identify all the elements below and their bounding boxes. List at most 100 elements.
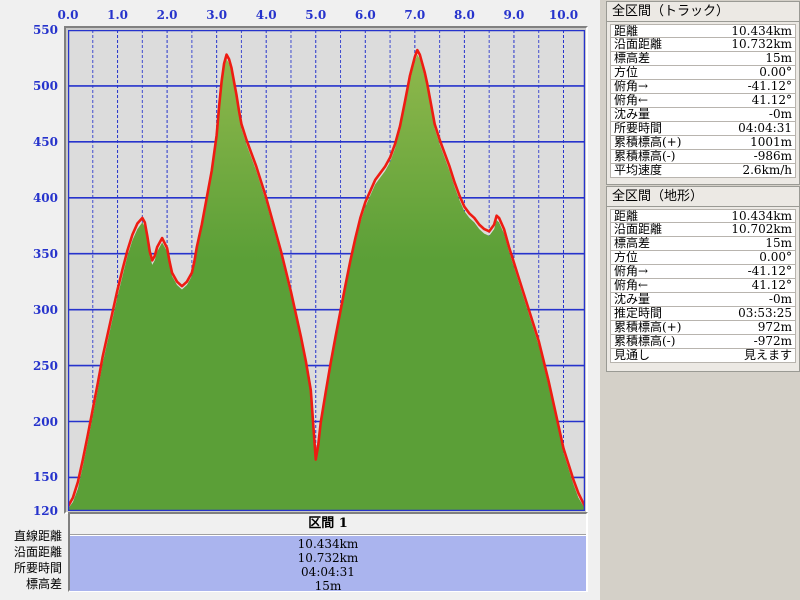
x-tick-label-8: 8.0 (453, 8, 475, 22)
x-tick-label-2: 2.0 (156, 8, 178, 22)
info-row-value: -41.12° (747, 264, 792, 278)
info-row-value: -986m (753, 149, 792, 163)
x-axis-tick-labels: 0.01.02.03.04.05.06.07.08.09.010.0[km] (58, 8, 637, 26)
x-tick-label-9: 9.0 (503, 8, 525, 22)
info-row-key: 平均速度 (614, 164, 663, 177)
info-row-key: 俯角← (614, 94, 649, 107)
segment-label-3: 標高差 (25, 577, 62, 591)
info-row-key: 沈み量 (614, 108, 651, 121)
panel-track-title: 全区間（トラック） (607, 2, 799, 22)
x-tick-label-10: 10.0 (548, 8, 579, 22)
info-row-value: -41.12° (747, 79, 792, 93)
info-row-key: 方位 (614, 66, 639, 79)
info-row: 推定時間 03:53:25 (610, 307, 796, 321)
info-row: 累積標高(-) -972m (610, 335, 796, 349)
info-row: 俯角→ -41.12° (610, 265, 796, 279)
info-row-value: 41.12° (751, 93, 792, 107)
info-row-key: 沿面距離 (614, 223, 663, 236)
info-row-value: 04:04:31 (738, 121, 792, 135)
elevation-plot-svg (68, 30, 585, 511)
info-row-key: 方位 (614, 251, 639, 264)
panel-track: 全区間（トラック） 距離 10.434km 沿面距離 10.732km 標高差 15m 方位… (606, 1, 800, 185)
chart-pane: 0.01.02.03.04.05.06.07.08.09.010.0[km] 5… (0, 0, 637, 600)
info-row-key: 標高差 (614, 237, 651, 250)
segment-label-column: 直線距離 沿面距離 所要時間 標高差 (0, 528, 62, 592)
y-tick-label-8: 150 (32, 470, 58, 485)
segment-value-1: 10.732km (297, 551, 359, 565)
segment-label-0: 直線距離 (13, 529, 62, 543)
info-row-value: 見えます (743, 348, 792, 362)
elevation-plot[interactable] (68, 30, 585, 511)
segment-label-1: 沿面距離 (13, 545, 62, 559)
y-tick-label-5: 300 (32, 302, 58, 317)
info-row: 俯角← 41.12° (610, 94, 796, 108)
info-row: 沿面距離 10.732km (610, 38, 796, 52)
info-row-key: 俯角→ (614, 80, 649, 93)
info-row-key: 標高差 (614, 52, 651, 65)
segment-values: 10.434km 10.732km 04:04:31 15m (70, 535, 586, 593)
info-pane: 全区間（トラック） 距離 10.434km 沿面距離 10.732km 標高差 15m 方位… (606, 0, 800, 600)
info-row: 標高差 15m (610, 52, 796, 66)
info-row-value: 10.732km (731, 37, 792, 51)
info-row: 累積標高(-) -986m (610, 150, 796, 164)
info-row-key: 累積標高(+) (614, 136, 682, 149)
info-row-key: 推定時間 (614, 307, 663, 320)
segment-value-0: 10.434km (297, 537, 359, 551)
x-tick-label-6: 6.0 (354, 8, 376, 22)
info-row: 方位 0.00° (610, 66, 796, 80)
info-row-value: 10.702km (731, 222, 792, 236)
info-row-value: 15m (765, 236, 792, 250)
panel-track-grid: 距離 10.434km 沿面距離 10.732km 標高差 15m 方位 0.00° 俯角→ -4… (607, 22, 799, 178)
y-tick-label-4: 350 (32, 246, 58, 261)
info-row-value: -0m (768, 107, 792, 121)
x-tick-label-4: 4.0 (255, 8, 277, 22)
info-row-value: 2.6km/h (742, 163, 792, 177)
y-tick-label-2: 450 (32, 134, 58, 149)
info-row-value: -972m (753, 334, 792, 348)
info-row-key: 俯角→ (614, 265, 649, 278)
info-row-key: 距離 (614, 25, 639, 37)
segment-label-2: 所要時間 (13, 561, 62, 575)
segment-value-2: 04:04:31 (301, 565, 355, 579)
panel-terrain-grid: 距離 10.434km 沿面距離 10.702km 標高差 15m 方位 0.00° 俯角→ -4… (607, 207, 799, 363)
panel-terrain-title: 全区間（地形） (607, 187, 799, 207)
y-tick-label-1: 500 (32, 78, 58, 93)
info-row-value: 0.00° (759, 65, 792, 79)
info-row-value: 03:53:25 (738, 306, 792, 320)
info-row-key: 俯角← (614, 279, 649, 292)
info-row-key: 累積標高(-) (614, 150, 676, 163)
segment-summary-box: 区間 1 10.434km 10.732km 04:04:31 15m (68, 512, 588, 593)
info-row-key: 累積標高(+) (614, 321, 682, 334)
info-row-value: 10.434km (731, 24, 792, 38)
info-row: 見通し 見えます (610, 349, 796, 363)
info-row-key: 所要時間 (614, 122, 663, 135)
x-tick-label-0: 0.0 (57, 8, 79, 22)
segment-title: 区間 1 (70, 514, 586, 535)
info-row-key: 見通し (614, 349, 651, 362)
info-row: 平均速度 2.6km/h (610, 164, 796, 178)
x-tick-label-5: 5.0 (305, 8, 327, 22)
segment-value-3: 15m (314, 579, 342, 593)
info-row: 俯角→ -41.12° (610, 80, 796, 94)
info-row: 沈み量 -0m (610, 108, 796, 122)
info-row-value: 41.12° (751, 278, 792, 292)
info-row: 沈み量 -0m (610, 293, 796, 307)
y-axis-tick-labels: 550 500 450 400 350 300 250 200 150 120 (0, 23, 62, 518)
info-row-value: 1001m (750, 135, 792, 149)
info-row-value: 0.00° (759, 250, 792, 264)
info-row-value: 15m (765, 51, 792, 65)
info-row-value: 10.434km (731, 209, 792, 223)
x-tick-label-7: 7.0 (404, 8, 426, 22)
y-tick-label-9: 120 (32, 504, 58, 518)
panel-terrain: 全区間（地形） 距離 10.434km 沿面距離 10.702km 標高差 15m 方位 0.… (606, 186, 800, 372)
vertical-splitter[interactable] (600, 0, 606, 600)
info-row-key: 距離 (614, 210, 639, 222)
info-row: 標高差 15m (610, 237, 796, 251)
info-row-value: -0m (768, 292, 792, 306)
y-tick-label-3: 400 (32, 190, 58, 205)
info-row-key: 沿面距離 (614, 38, 663, 51)
info-row: 累積標高(+) 1001m (610, 136, 796, 150)
info-row: 距離 10.434km (610, 209, 796, 223)
info-row-key: 沈み量 (614, 293, 651, 306)
